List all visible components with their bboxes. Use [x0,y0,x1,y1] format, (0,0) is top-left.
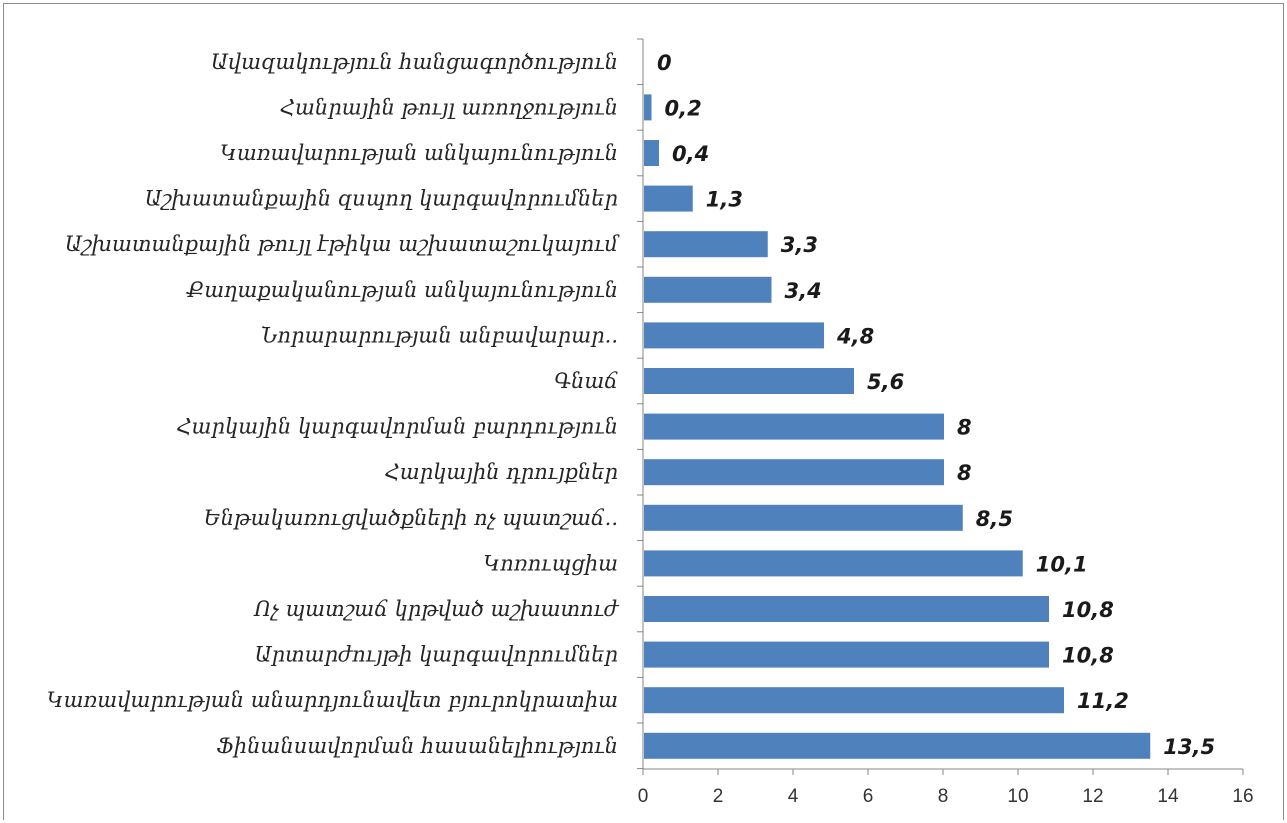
bar [644,596,1049,622]
bar [644,276,772,303]
bar [644,504,963,531]
bar [644,732,1151,759]
bar [644,459,944,486]
value-label: 3,4 [785,279,822,303]
value-label: 8 [957,416,972,440]
bar [644,140,659,166]
x-tick-label: 12 [1082,786,1103,807]
category-label: Աշխատանքային զսպող կարգավորումներ [145,187,618,211]
value-label: 11,2 [1077,689,1129,713]
category-label: Ոչ պատշաճ կրթված աշխատուժ [253,597,620,621]
bar [644,231,768,258]
bar [644,687,1064,714]
bar [644,413,944,440]
category-label: Արտարժույթի կարգավորումներ [255,643,618,667]
value-label: 1,3 [706,188,743,212]
bar-chart: 0 2 4 6 8 10 12 14 16 Ավազակություն հանցագործությ… [47,38,1254,807]
category-label: Կառավարության անկայունություն [220,141,618,165]
category-label: Կառավարության անարդյունավետ բյուրոկրատիա [47,688,618,712]
category-label: Ավազակություն հանցագործություն [211,50,618,74]
x-tick-label: 0 [638,786,649,807]
value-label: 8,5 [976,507,1013,531]
category-label: Գնաճ [554,369,618,393]
bar [644,94,652,121]
value-label: 10,1 [1036,552,1088,576]
bar [644,550,1023,577]
category-label: Ենթակառուցվածքների ոչ պատշաճ.. [204,506,618,530]
value-label: 0 [657,51,672,75]
value-label: 13,5 [1163,735,1215,759]
x-tick-label: 6 [863,786,874,807]
bar [644,322,824,349]
chart-frame: 0 2 4 6 8 10 12 14 16 Ավազակություն հանցագործությ… [3,3,1284,820]
x-tick-label: 14 [1157,786,1179,807]
value-label: 8 [957,461,972,485]
value-label: 4,8 [836,324,874,348]
category-label: Ֆինանսավորման հասանելիություն [217,734,618,758]
value-label: 0,2 [665,96,702,120]
x-tick-label: 10 [1007,786,1028,807]
x-tick-label: 2 [713,786,724,807]
bar [644,185,693,212]
value-label: 3,3 [781,233,818,257]
value-label: 0,4 [672,142,709,166]
bar [644,641,1049,668]
category-label: Հարկային կարգավորման բարդություն [176,415,618,439]
x-tick-label: 4 [788,786,799,807]
category-label: Աշխատանքային թույլ էթիկա աշխատաշուկայում [65,232,621,256]
x-tick-label: 8 [938,786,949,807]
value-label: 5,6 [867,370,904,394]
category-label: Քաղաքականության անկայունություն [186,278,618,302]
x-tick-label: 16 [1232,786,1253,807]
category-label: Հարկային դրույքներ [385,460,618,484]
value-label: 10,8 [1062,644,1114,668]
value-label: 10,8 [1062,598,1114,622]
category-label: Նորարարության անբավարար.. [261,323,618,347]
category-label: Հանրային թույլ առողջություն [280,95,618,119]
category-label: Կոռուպցիա [483,551,618,575]
bar [644,368,854,394]
